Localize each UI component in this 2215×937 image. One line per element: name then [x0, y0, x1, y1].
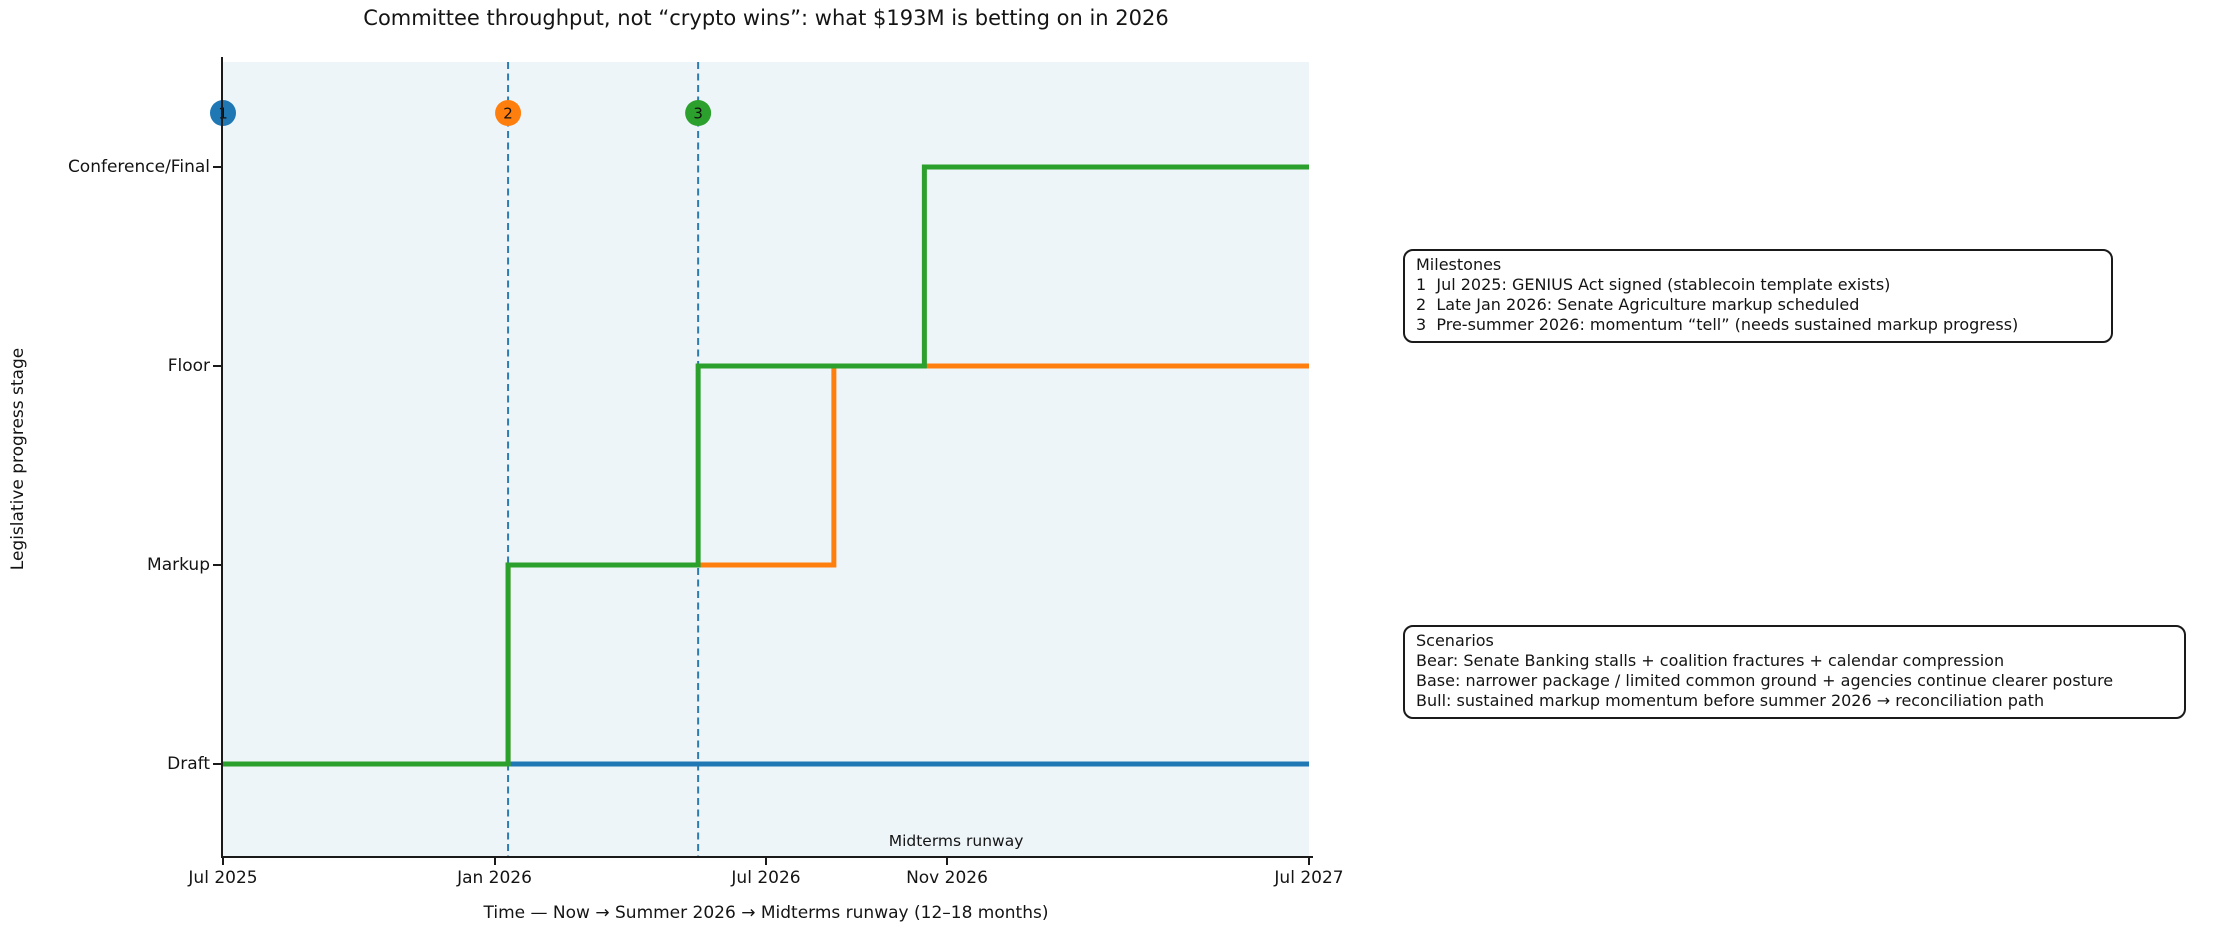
y-tick-mark — [213, 365, 221, 367]
x-axis-spine — [221, 856, 1313, 858]
scenarios-box-items-line-3: Bull: sustained markup momentum before s… — [1416, 691, 2045, 710]
milestones-box-title: Milestones — [1416, 255, 1502, 274]
milestone-marker-label-2: 2 — [503, 105, 513, 123]
milestones-box: Milestones 1 Jul 2025: GENIUS Act signed… — [1403, 249, 2113, 343]
plot-background — [223, 62, 1309, 857]
y-tick-mark — [213, 564, 221, 566]
scenarios-box-items-line-1: Bear: Senate Banking stalls + coalition … — [1416, 651, 2005, 670]
milestones-box-items-line-1: 1 Jul 2025: GENIUS Act signed (stablecoi… — [1416, 275, 1891, 294]
y-tick-mark — [213, 763, 221, 765]
scenarios-box: Scenarios Bear: Senate Banking stalls + … — [1403, 625, 2186, 719]
milestones-box-items: 1 Jul 2025: GENIUS Act signed (stablecoi… — [1416, 275, 2100, 335]
y-tick-label: Draft — [167, 754, 210, 774]
y-tick-label: Floor — [167, 356, 210, 376]
x-tick-label: Jul 2026 — [731, 868, 801, 888]
x-axis-label: Time — Now → Summer 2026 → Midterms runw… — [483, 903, 1049, 923]
x-tick-mark — [946, 858, 948, 865]
midterms-runway-annotation: Midterms runway — [888, 832, 1024, 850]
milestone-marker-label-1: 1 — [218, 105, 228, 123]
y-tick-label: Conference/Final — [67, 157, 210, 177]
y-tick-mark — [213, 166, 221, 168]
series-bull-line — [223, 164, 1309, 767]
step-chart: 1 2 3 — [210, 62, 1309, 857]
x-tick-mark — [222, 858, 224, 865]
scenarios-box-items-line-2: Base: narrower package / limited common … — [1416, 671, 2114, 690]
scenarios-box-items: Bear: Senate Banking stalls + coalition … — [1416, 651, 2173, 711]
milestone-marker-2 — [495, 100, 522, 126]
series-base-line — [223, 363, 1309, 767]
milestone-marker-label-3: 3 — [693, 105, 703, 123]
scenarios-box-title: Scenarios — [1416, 631, 1494, 650]
y-axis-spine — [221, 57, 223, 857]
x-tick-label: Nov 2026 — [906, 868, 988, 888]
x-tick-label: Jan 2026 — [457, 868, 532, 888]
milestone-marker-1 — [210, 100, 236, 126]
milestone-marker-3 — [685, 100, 712, 126]
chart-title: Committee throughput, not “crypto wins”:… — [363, 6, 1169, 30]
y-axis-label: Legislative progress stage — [8, 347, 28, 571]
milestones-box-items-line-3: 3 Pre-summer 2026: momentum “tell” (need… — [1416, 315, 2019, 334]
x-tick-label: Jul 2025 — [188, 868, 258, 888]
x-tick-mark — [493, 858, 496, 865]
x-tick-label: Jul 2027 — [1274, 868, 1344, 888]
x-tick-mark — [1308, 858, 1310, 865]
x-tick-mark — [765, 858, 767, 865]
y-tick-label: Markup — [147, 555, 210, 575]
milestones-box-items-line-2: 2 Late Jan 2026: Senate Agriculture mark… — [1416, 295, 1860, 314]
